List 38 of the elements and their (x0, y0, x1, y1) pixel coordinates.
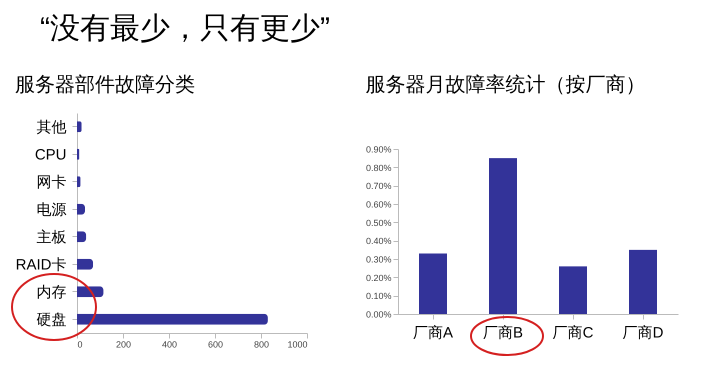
bar (419, 254, 447, 314)
y-tick-label: 内存 (36, 284, 66, 301)
y-tick-label: 网卡 (36, 174, 66, 191)
y-tick-label: 硬盘 (36, 311, 66, 328)
y-tick-label: 电源 (36, 201, 66, 218)
x-tick-label: 厂商D (622, 324, 664, 342)
x-tick-label: 800 (254, 340, 270, 350)
y-tick-label: 主板 (36, 228, 66, 246)
bar (77, 258, 94, 270)
y-tick-label: CPU (34, 146, 66, 164)
y-tick-label: 0.90% (366, 144, 392, 154)
y-tick-label: RAID卡 (16, 256, 66, 274)
x-tick-label: 厂商A (412, 324, 454, 342)
y-tick-label: 0.40% (366, 236, 392, 246)
y-tick-label: 0.30% (366, 254, 392, 264)
y-tick-label: 0.80% (366, 162, 392, 173)
bar (629, 250, 657, 314)
bar (559, 266, 587, 314)
x-tick-label: 400 (162, 340, 178, 350)
y-tick-label: 0.20% (366, 272, 392, 283)
x-tick-label: 1000 (287, 340, 308, 350)
y-tick-label: 0.70% (366, 181, 392, 192)
x-tick-label: 200 (116, 340, 132, 350)
x-tick-label: 厂商B (482, 324, 524, 342)
x-tick-label: 0 (78, 340, 83, 350)
bar (77, 314, 268, 325)
y-tick-label: 其他 (36, 118, 66, 136)
chart-subtitle: 服务器部件故障分类 (15, 74, 196, 96)
y-tick-label: 0.10% (366, 291, 392, 302)
bar (77, 121, 82, 132)
x-tick-label: 厂商C (552, 324, 594, 342)
chart-title: “没有最少，只有更少” (40, 11, 330, 47)
y-tick-label: 0.00% (366, 310, 392, 320)
chart-title: 服务器月故障率统计（按厂商） (365, 74, 646, 96)
x-tick-label: 600 (208, 340, 224, 350)
bar (489, 158, 517, 314)
y-tick-label: 0.60% (366, 200, 392, 210)
y-tick-label: 0.50% (366, 218, 392, 228)
